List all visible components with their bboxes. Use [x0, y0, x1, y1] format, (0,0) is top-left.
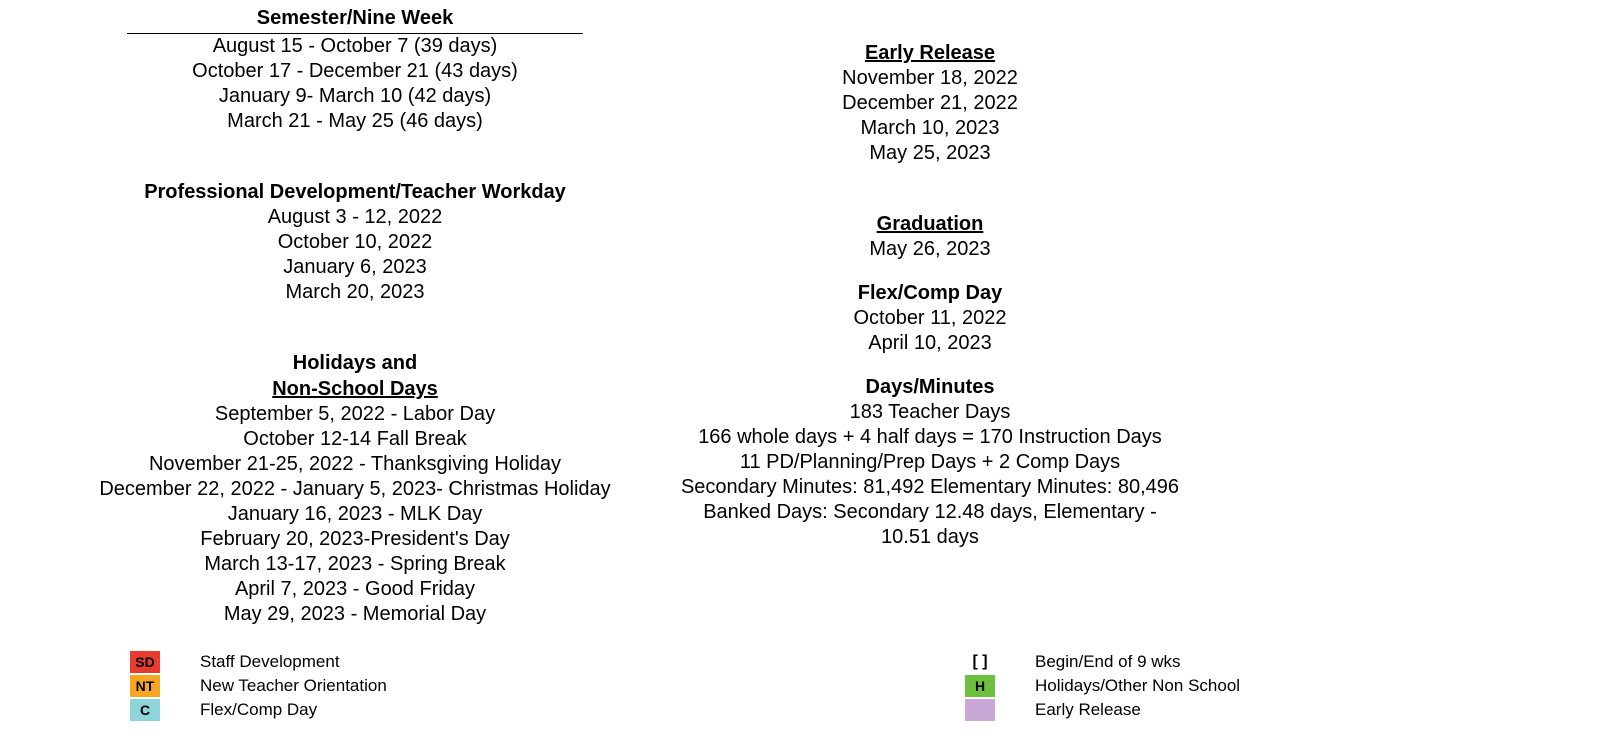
holiday-item: April 7, 2023 - Good Friday [80, 577, 630, 602]
legend-label: Begin/End of 9 wks [1035, 652, 1181, 672]
flex-title: Flex/Comp Day [680, 280, 1180, 306]
holiday-item: November 21-25, 2022 - Thanksgiving Holi… [80, 452, 630, 477]
holiday-item: October 12-14 Fall Break [80, 427, 630, 452]
holiday-item: January 16, 2023 - MLK Day [80, 502, 630, 527]
pd-section: Professional Development/Teacher Workday… [80, 179, 630, 305]
legend-label: Early Release [1035, 700, 1141, 720]
legend-swatch-early [965, 699, 995, 721]
legend-swatch-nt: NT [130, 675, 160, 697]
days-item: 183 Teacher Days [680, 400, 1180, 425]
semester-item: August 15 - October 7 (39 days) [80, 34, 630, 59]
early-release-item: December 21, 2022 [680, 91, 1180, 116]
legend-right: [ ] Begin/End of 9 wks H Holidays/Other … [965, 650, 1240, 722]
early-release-section: Early Release November 18, 2022 December… [680, 40, 1180, 166]
pd-item: October 10, 2022 [80, 230, 630, 255]
flex-item: October 11, 2022 [680, 306, 1180, 331]
days-item: 11 PD/Planning/Prep Days + 2 Comp Days [680, 450, 1180, 475]
holiday-item: March 13-17, 2023 - Spring Break [80, 552, 630, 577]
legend-swatch-c: C [130, 699, 160, 721]
semester-item: March 21 - May 25 (46 days) [80, 109, 630, 134]
legend-row: H Holidays/Other Non School [965, 674, 1240, 698]
holiday-item: December 22, 2022 - January 5, 2023- Chr… [80, 477, 630, 502]
holidays-title-2: Non-School Days [80, 376, 630, 402]
semester-title: Semester/Nine Week [127, 5, 583, 34]
legend-label: Holidays/Other Non School [1035, 676, 1240, 696]
early-release-item: March 10, 2023 [680, 116, 1180, 141]
legend-row: SD Staff Development [130, 650, 387, 674]
pd-item: January 6, 2023 [80, 255, 630, 280]
legend-row: NT New Teacher Orientation [130, 674, 387, 698]
legend-swatch-h: H [965, 675, 995, 697]
graduation-item: May 26, 2023 [680, 237, 1180, 262]
right-column: Early Release November 18, 2022 December… [680, 40, 1180, 550]
holidays-title-1: Holidays and [80, 350, 630, 376]
left-column: Semester/Nine Week August 15 - October 7… [80, 5, 630, 627]
semester-item: January 9- March 10 (42 days) [80, 84, 630, 109]
holiday-item: February 20, 2023-President's Day [80, 527, 630, 552]
early-release-item: May 25, 2023 [680, 141, 1180, 166]
pd-title: Professional Development/Teacher Workday [80, 179, 630, 205]
legend-left: SD Staff Development NT New Teacher Orie… [130, 650, 387, 722]
days-item: Secondary Minutes: 81,492 Elementary Min… [680, 475, 1180, 500]
flex-item: April 10, 2023 [680, 331, 1180, 356]
graduation-title: Graduation [680, 211, 1180, 237]
semester-item: October 17 - December 21 (43 days) [80, 59, 630, 84]
flex-section: Flex/Comp Day October 11, 2022 April 10,… [680, 280, 1180, 356]
pd-item: March 20, 2023 [80, 280, 630, 305]
legend-label: New Teacher Orientation [200, 676, 387, 696]
days-item: 166 whole days + 4 half days = 170 Instr… [680, 425, 1180, 450]
legend-row: [ ] Begin/End of 9 wks [965, 650, 1240, 674]
legend-row: Early Release [965, 698, 1240, 722]
pd-item: August 3 - 12, 2022 [80, 205, 630, 230]
legend-row: C Flex/Comp Day [130, 698, 387, 722]
holiday-item: September 5, 2022 - Labor Day [80, 402, 630, 427]
graduation-section: Graduation May 26, 2023 [680, 211, 1180, 262]
early-release-item: November 18, 2022 [680, 66, 1180, 91]
semester-section: Semester/Nine Week August 15 - October 7… [80, 5, 630, 134]
holidays-section: Holidays and Non-School Days September 5… [80, 350, 630, 627]
days-item: Banked Days: Secondary 12.48 days, Eleme… [680, 500, 1180, 550]
legend-label: Staff Development [200, 652, 340, 672]
legend-bracket-icon: [ ] [965, 653, 995, 671]
days-minutes-section: Days/Minutes 183 Teacher Days 166 whole … [680, 374, 1180, 550]
early-release-title: Early Release [680, 40, 1180, 66]
legend-label: Flex/Comp Day [200, 700, 317, 720]
legend-swatch-sd: SD [130, 651, 160, 673]
holiday-item: May 29, 2023 - Memorial Day [80, 602, 630, 627]
days-title: Days/Minutes [680, 374, 1180, 400]
